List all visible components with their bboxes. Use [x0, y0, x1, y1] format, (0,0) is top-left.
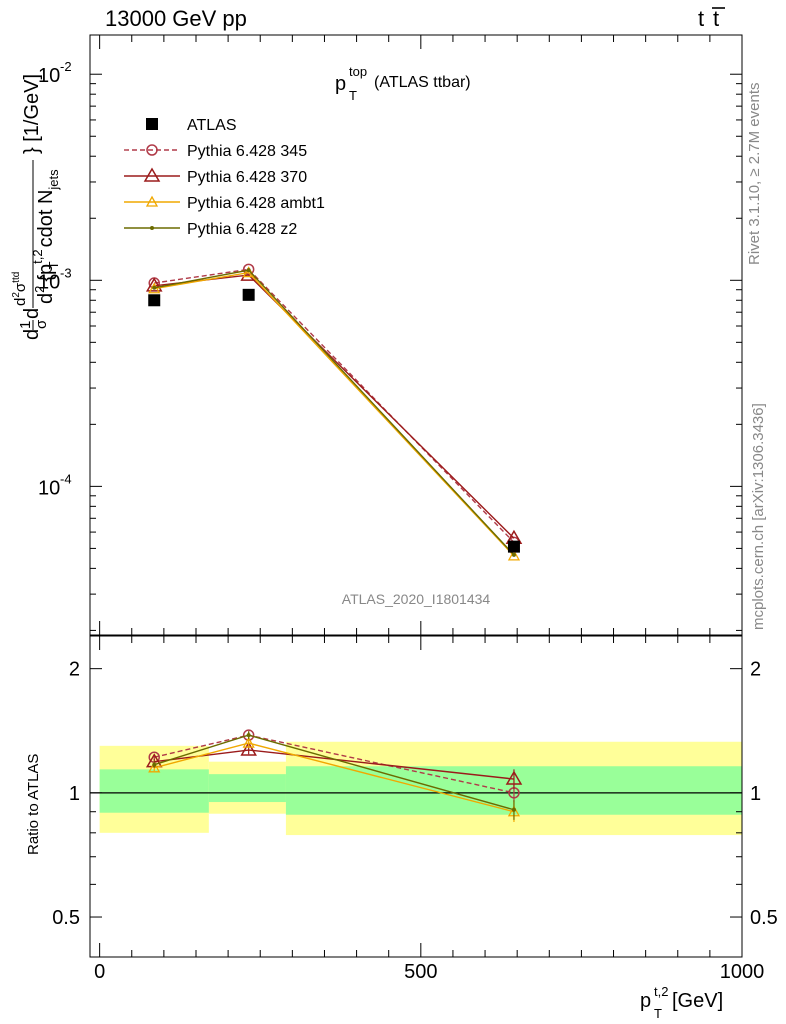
series-pythia-6-428-345 [148, 263, 520, 549]
svg-text:1: 1 [17, 321, 34, 329]
y-tick-label-right: 0.5 [750, 907, 778, 929]
svg-text:d: d [21, 308, 43, 319]
series-atlas [148, 288, 520, 553]
y-tick-label-right: 1 [750, 783, 761, 805]
upper-title: p top T (ATLAS ttbar) [335, 64, 471, 103]
svg-text:[GeV]: [GeV] [672, 990, 723, 1012]
ratio-point [242, 736, 255, 748]
data-point [148, 282, 161, 294]
svg-text:p: p [640, 990, 651, 1012]
ratio-point [148, 761, 161, 773]
ratio-series-pythia-6-428-z2 [152, 731, 516, 820]
series-line [154, 271, 515, 557]
panel-frame [89, 635, 743, 958]
ratio-point [240, 741, 257, 756]
analysis-tag: ATLAS_2020_I1801434 [342, 591, 491, 607]
y-tick-label-exponent: -3 [60, 265, 72, 280]
series-line [154, 269, 515, 556]
header-process: t t [698, 6, 725, 31]
panel-frame [89, 34, 743, 636]
svg-text:t: t [713, 6, 719, 31]
x-tick-label: 0 [94, 961, 105, 983]
y-tick-label: 10 [38, 477, 60, 499]
y-tick-label: 10 [38, 271, 60, 293]
y-tick-label-exponent: -4 [60, 471, 72, 486]
data-point [242, 288, 255, 301]
data-point [145, 277, 163, 292]
legend-label: Pythia 6.428 370 [187, 169, 307, 186]
svg-text:d2{pt,2Tcdot Njets: d2{pt,2Tcdot Njets [30, 169, 61, 304]
y-tick-label: 2 [69, 659, 80, 681]
legend-entry: Pythia 6.428 370 [124, 167, 307, 186]
y-tick-label-exponent: -2 [60, 59, 72, 74]
series-line [154, 268, 515, 543]
svg-text:t,2: t,2 [654, 984, 668, 999]
legend: ATLAS Pythia 6.428 345 Pythia 6.428 370 Pyt… [124, 117, 325, 238]
svg-text:p: p [335, 73, 346, 95]
legend-label: Pythia 6.428 345 [187, 143, 307, 160]
y-tick-label: 10 [38, 65, 60, 87]
legend-marker [143, 167, 161, 182]
legend-entry: ATLAS [146, 117, 237, 134]
svg-text:top: top [349, 64, 367, 79]
y-tick-label-right: 2 [750, 659, 761, 681]
legend-marker [150, 226, 154, 230]
x-tick-label: 500 [404, 961, 437, 983]
ratio-point [511, 807, 516, 812]
data-point [242, 263, 255, 276]
legend-entry: Pythia 6.428 345 [124, 143, 307, 160]
svg-text:d2σttd: d2σttd [11, 272, 29, 306]
upper-panel: 10-210-310-4 [38, 34, 743, 636]
upper-y-axis-label: d 1 σ d d2σttd d2{pt,2Tcdot Njets } [1/G… [11, 74, 61, 340]
svg-text:(ATLAS ttbar): (ATLAS ttbar) [374, 74, 471, 91]
lower-panel: 2 2 1 1 0.5 0.5 0 500 1000 [52, 635, 778, 983]
data-point [511, 552, 516, 557]
y-tick-label: 0.5 [52, 907, 80, 929]
data-point [152, 285, 157, 290]
svg-text:} [1/GeV]: } [1/GeV] [21, 74, 43, 154]
svg-text:d: d [21, 329, 43, 340]
ratio-point [505, 770, 523, 785]
legend-marker [146, 144, 158, 156]
legend-entry: Pythia 6.428 ambt1 [124, 195, 325, 212]
x-tick-label: 1000 [720, 961, 765, 983]
svg-text:σ: σ [33, 319, 50, 329]
svg-text:T: T [349, 88, 357, 103]
data-point [246, 268, 251, 273]
series-pythia-6-428-ambt1 [148, 266, 521, 561]
data-point [148, 294, 161, 307]
legend-label: Pythia 6.428 ambt1 [187, 195, 325, 212]
legend-marker [146, 118, 158, 130]
x-axis-label: p t,2 T [GeV] [640, 984, 723, 1021]
svg-text:t: t [698, 6, 704, 31]
svg-text:T: T [654, 1006, 662, 1021]
data-point [507, 549, 521, 561]
lower-y-axis-label: Ratio to ATLAS [25, 754, 42, 855]
series-pythia-6-428-z2 [152, 268, 516, 557]
ratio-series-pythia-6-428-370 [145, 741, 523, 790]
rivet-version-label: Rivet 3.1.10, ≥ 2.7M events [746, 83, 763, 266]
header-collision: 13000 GeV pp [105, 6, 247, 31]
mcplots-label: mcplots.cern.ch [arXiv:1306.3436] [750, 403, 767, 630]
uncertainty-band-inner [99, 769, 209, 813]
data-point [507, 540, 520, 553]
legend-label: ATLAS [187, 117, 237, 134]
ratio-point [152, 762, 157, 767]
y-tick-label: 1 [69, 783, 80, 805]
uncertainty-band-inner [208, 774, 286, 803]
legend-label: Pythia 6.428 z2 [187, 221, 297, 238]
legend-entry: Pythia 6.428 z2 [124, 221, 297, 238]
ratio-point [246, 733, 251, 738]
legend-marker [145, 195, 159, 207]
